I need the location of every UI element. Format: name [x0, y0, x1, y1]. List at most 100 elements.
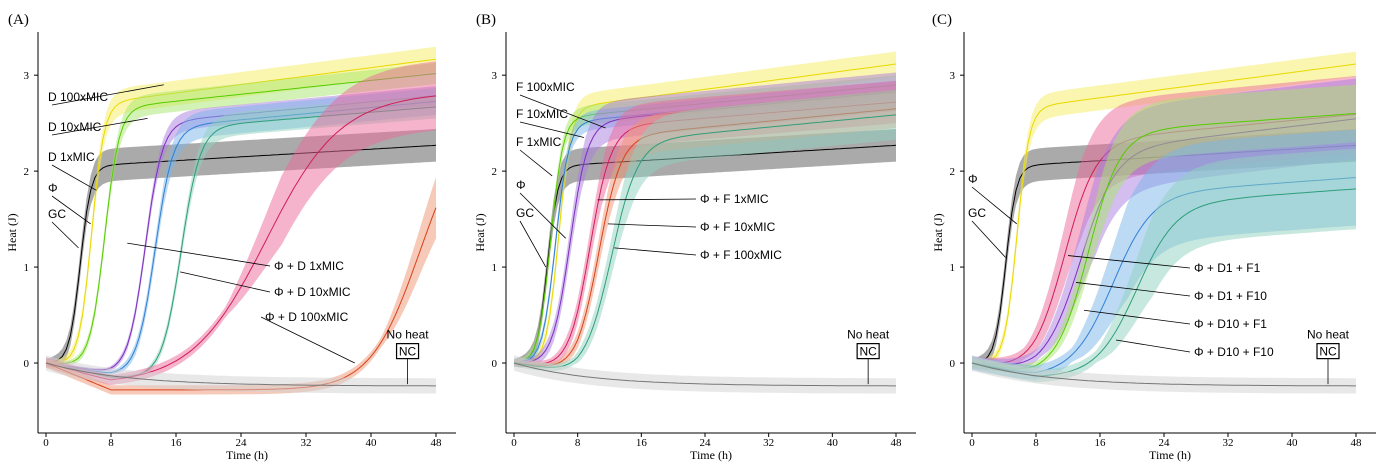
series-band-phi-plus-d-10xmic [46, 61, 436, 386]
x-tick-label: 48 [1351, 437, 1363, 449]
x-tick-label: 32 [1223, 437, 1234, 449]
x-tick-label: 8 [108, 437, 114, 449]
series-band-phi-plus-f-1xmic [514, 81, 896, 368]
x-tick-label: 40 [366, 437, 378, 449]
annotation-phi-plus-d-10xmic: Φ + D 10xMIC [274, 285, 351, 299]
annotation-gc: GC [48, 207, 66, 221]
annotation-leader [519, 220, 547, 268]
annotation-no-heat: No heat [1307, 328, 1350, 342]
x-tick-label: 8 [1033, 437, 1039, 449]
annotation-phi-plus-f-1xmic: Φ + F 1xMIC [700, 192, 769, 206]
series-band-gc [46, 129, 436, 368]
annotation-phi-plus-f-10xmic: Φ + F 10xMIC [700, 220, 776, 234]
x-tick-label: 16 [636, 437, 648, 449]
annotation-gc: GC [516, 206, 534, 220]
x-tick-label: 48 [431, 437, 443, 449]
x-tick-label: 24 [700, 437, 712, 449]
series-line-nc [971, 362, 1356, 387]
x-tick-label: 40 [827, 437, 839, 449]
annotation-leader [597, 198, 697, 201]
y-axis-label: Heat (J) [5, 213, 19, 251]
chart-panel-3: (C) 0 8 16 24 32 40 48 0 1 2 3 Time (h) Heat (J) Φ GC Φ … [931, 12, 1376, 462]
annotation-leader [1115, 339, 1191, 353]
series-band-nc [514, 355, 896, 394]
annotation-no-heat: No heat [847, 328, 890, 342]
chart-panel-1: (A) 0 8 16 24 32 40 48 0 1 2 3 Time (h) Heat (J) D 100… [5, 12, 456, 462]
annotation-nc: NC [859, 345, 877, 359]
annotation-leader [127, 242, 271, 267]
x-tick-label: 40 [1287, 437, 1299, 449]
annotation-leader [1075, 282, 1191, 297]
annotation-leader [971, 186, 1018, 225]
annotation-phi-plus-d1-plus-f1: Φ + D1 + F1 [1194, 261, 1261, 275]
series-line-nc [45, 362, 436, 387]
annotation-leader [1083, 309, 1191, 325]
x-tick-label: 8 [575, 437, 581, 449]
x-tick-label: 0 [43, 437, 49, 449]
annotation-f-100xmic: F 100xMIC [516, 80, 575, 94]
annotation-leader [607, 223, 697, 228]
x-axis-label: Time (h) [1149, 448, 1191, 462]
series-band-gc [514, 129, 896, 368]
annotation-phi-plus-d-100xmic: Φ + D 100xMIC [265, 310, 349, 324]
annotation-leader [519, 149, 553, 177]
y-tick-label: 1 [950, 262, 956, 274]
y-tick-label: 2 [950, 166, 956, 178]
series-line-gc [45, 144, 437, 364]
series-line-nc [513, 362, 896, 387]
annotation-leader [614, 247, 697, 256]
annotation-f-1xmic: F 1xMIC [516, 135, 562, 149]
annotation-leader [51, 164, 97, 191]
x-tick-label: 48 [891, 437, 903, 449]
x-tick-label: 16 [1095, 437, 1107, 449]
annotation-nc: NC [399, 345, 417, 359]
annotation-leader [51, 221, 79, 249]
annotation-phi-plus-d-1xmic: Φ + D 1xMIC [274, 259, 344, 273]
y-tick-label: 3 [492, 70, 498, 82]
annotation-phi-plus-d10-plus-f1: Φ + D10 + F1 [1194, 317, 1267, 331]
x-tick-label: 24 [236, 437, 248, 449]
annotation-leader [1067, 255, 1191, 269]
y-axis-label: Heat (J) [931, 213, 945, 251]
annotation-d-10xmic: D 10xMIC [48, 120, 102, 134]
annotation-phi: Φ [48, 181, 58, 195]
series-band-phi-plus-d10-plus-f1 [972, 84, 1356, 373]
x-tick-label: 32 [301, 437, 312, 449]
annotation-phi: Φ [516, 178, 526, 192]
x-axis-label: Time (h) [690, 448, 732, 462]
annotation-d-100xmic: D 100xMIC [48, 90, 108, 104]
y-tick-label: 3 [950, 70, 956, 82]
y-tick-label: 0 [492, 358, 498, 370]
panel-label: (A) [8, 12, 29, 28]
annotation-leader [51, 195, 91, 225]
series-band-nc [972, 355, 1356, 394]
y-tick-label: 3 [24, 70, 30, 82]
annotation-f-10xmic: F 10xMIC [516, 107, 568, 121]
y-tick-label: 0 [24, 358, 30, 370]
annotation-leader [51, 84, 164, 106]
y-tick-label: 2 [492, 166, 498, 178]
annotation-phi: Φ [968, 172, 978, 186]
series-line-phi [972, 63, 1357, 364]
x-tick-label: 32 [763, 437, 774, 449]
panel-label: (B) [476, 12, 496, 28]
annotation-leader [179, 271, 271, 293]
y-tick-label: 1 [492, 262, 498, 274]
annotation-gc: GC [968, 206, 986, 220]
series-band-nc [46, 355, 436, 394]
annotation-leader [519, 192, 567, 239]
x-tick-label: 24 [1159, 437, 1171, 449]
annotation-leader [260, 316, 355, 364]
y-axis-label: Heat (J) [473, 213, 487, 251]
annotation-leader [519, 121, 585, 138]
annotation-nc: NC [1319, 345, 1337, 359]
y-tick-label: 2 [24, 166, 30, 178]
chart-panel-2: (B) 0 8 16 24 32 40 48 0 1 2 3 Time (h) Heat (J) F 100… [473, 12, 916, 462]
annotation-no-heat: No heat [387, 328, 430, 342]
x-tick-label: 16 [171, 437, 183, 449]
x-tick-label: 0 [969, 437, 975, 449]
series-band-phi-plus-f-100xmic [514, 89, 896, 372]
series-line-phi-plus-f-100xmic [513, 114, 897, 368]
annotation-d-1xmic: D 1xMIC [48, 150, 95, 164]
